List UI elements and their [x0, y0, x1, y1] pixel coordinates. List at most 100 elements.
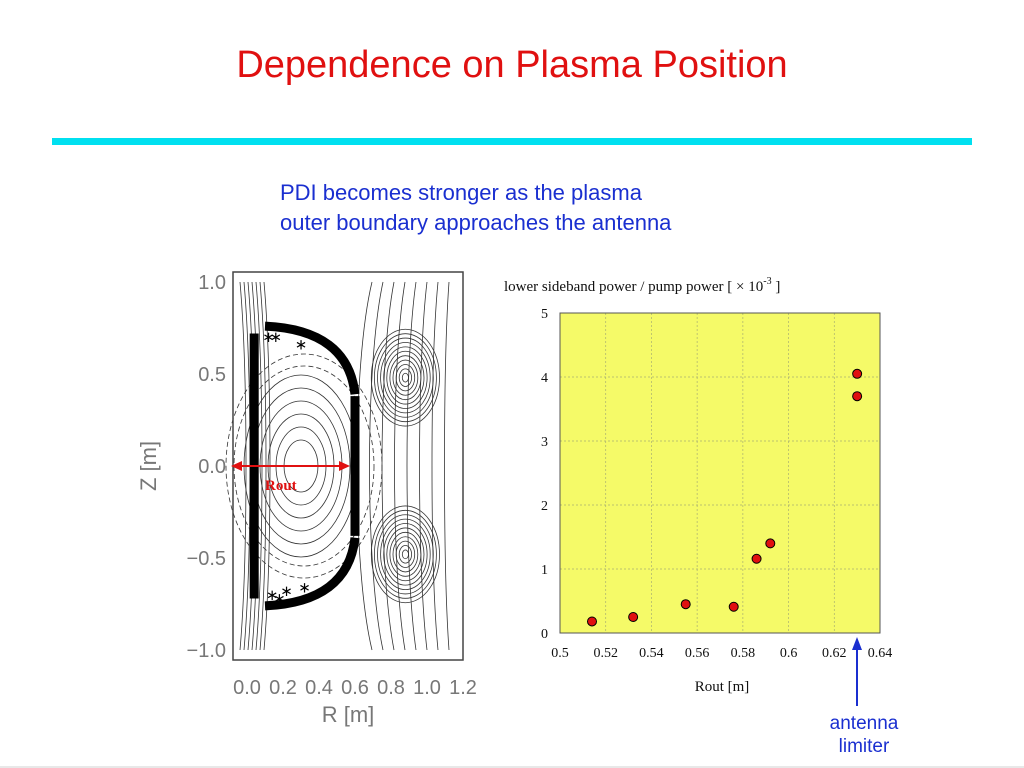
subtitle-line-1: PDI becomes stronger as the plasma	[280, 180, 642, 205]
equilibrium-xtick-label: 1.0	[413, 677, 441, 699]
data-point	[680, 599, 691, 610]
scatter-grid	[560, 313, 880, 633]
field-line	[394, 281, 406, 651]
scatter-plot-area	[560, 313, 880, 633]
scatter-ytick-label: 5	[541, 307, 548, 322]
star-marker: ∗	[349, 449, 362, 466]
scatter-title-exponent: -3	[763, 276, 771, 287]
star-marker: ∗	[298, 579, 311, 596]
equilibrium-axis-ticks: 0.0 0.2 0.4 0.6 0.8 1.0 1.2 1.0 0.5 0.0 −0.5 −1.0	[187, 272, 477, 699]
coil-contour	[380, 342, 431, 414]
lower-wall	[264, 537, 360, 611]
scatter-ticks: 0.5 0.52 0.54 0.56 0.58 0.6 0.62 0.64 0 1 2 3 4 5	[541, 307, 892, 661]
antenna-label: antenna	[830, 713, 899, 734]
coil-contour	[386, 350, 425, 405]
limiter-label: limiter	[839, 736, 890, 757]
coil-contour	[395, 540, 416, 568]
star-marker: ∗	[295, 337, 308, 354]
equilibrium-ytick-label: 0.5	[198, 364, 226, 386]
star-marker: ∗	[280, 583, 293, 600]
equilibrium-xtick-label: 0.0	[233, 677, 261, 699]
star-marker: ∗	[349, 473, 362, 490]
coil-contour	[395, 364, 416, 392]
scatter-ytick-label: 0	[541, 627, 548, 642]
equilibrium-ytick-label: −0.5	[187, 548, 226, 570]
coil-contour	[383, 346, 428, 409]
equilibrium-xlabel: R [m]	[322, 702, 375, 727]
equilibrium-xtick-label: 0.4	[305, 677, 333, 699]
scatter-ytick-label: 1	[541, 563, 548, 578]
scatter-xtick-label: 0.58	[731, 646, 756, 661]
rout-arrowhead-left	[231, 461, 242, 471]
star-marker: ∗	[270, 329, 283, 346]
coil-contour	[373, 333, 437, 423]
coil-contour	[377, 514, 434, 595]
upper-wall	[264, 321, 360, 395]
data-point	[587, 616, 597, 627]
field-line	[381, 281, 395, 651]
rout-label: Rout	[265, 478, 297, 494]
scatter-ytick-label: 4	[541, 371, 548, 386]
coil-contour	[398, 368, 412, 387]
subtitle-line-2: outer boundary approaches the antenna	[280, 210, 672, 235]
scatter-title-text: lower sideband power / pump power [ × 10	[504, 279, 763, 295]
scatter-xlabel: Rout [m]	[695, 679, 750, 695]
field-line	[444, 281, 450, 651]
scatter-points	[587, 368, 863, 627]
star-marker: ∗	[273, 590, 286, 607]
coil-contour	[392, 359, 419, 396]
equilibrium-ytick-label: −1.0	[187, 640, 226, 662]
coil-contour	[389, 355, 422, 401]
rout-arrowhead-right	[339, 461, 350, 471]
scatter-xtick-label: 0.6	[780, 646, 798, 661]
field-line	[406, 281, 417, 651]
data-point	[628, 612, 639, 622]
coil-contour	[383, 523, 428, 586]
scatter-xtick-label: 0.56	[685, 646, 710, 661]
equilibrium-xtick-label: 0.6	[341, 677, 369, 699]
data-point	[751, 553, 762, 564]
field-line	[419, 281, 428, 651]
equilibrium-xtick-label: 1.2	[449, 677, 477, 699]
equilibrium-ytick-label: 1.0	[198, 272, 226, 294]
title-divider	[52, 138, 972, 145]
scatter-xtick-label: 0.54	[639, 646, 664, 661]
data-point	[852, 368, 863, 379]
footer-line	[0, 766, 1024, 768]
coil-contour	[401, 549, 409, 560]
scatter-ytick-label: 3	[541, 435, 548, 450]
coil-contour	[370, 328, 440, 427]
scatter-xtick-label: 0.5	[551, 646, 569, 661]
coil-contour	[401, 372, 409, 383]
star-marker: ∗	[262, 329, 275, 346]
scatter-xtick-label: 0.52	[593, 646, 618, 661]
equilibrium-xtick-label: 0.2	[269, 677, 297, 699]
slide-title: Dependence on Plasma Position	[236, 44, 788, 86]
coil-contour	[377, 337, 434, 418]
scatter-xtick-label: 0.64	[868, 646, 893, 661]
coil-contour	[392, 536, 419, 573]
scatter-title: lower sideband power / pump power [ × 10…	[504, 276, 780, 295]
equilibrium-xtick-label: 0.8	[377, 677, 405, 699]
equilibrium-ylabel: Z [m]	[136, 441, 161, 491]
coil-contour	[370, 505, 440, 604]
coil-contour	[386, 527, 425, 582]
field-line	[431, 281, 439, 651]
slide-subtitle: PDI becomes stronger as the plasma outer…	[280, 178, 671, 238]
data-point	[765, 538, 776, 549]
coil-contour	[398, 545, 412, 564]
data-point	[728, 601, 739, 612]
scatter-title-close: ]	[772, 279, 781, 295]
scatter-ytick-label: 2	[541, 499, 548, 514]
scatter-xtick-label: 0.62	[822, 646, 847, 661]
coil-contour	[373, 509, 437, 599]
star-marker: ∗	[349, 425, 362, 442]
antenna-limiter-arrowhead	[852, 637, 862, 650]
data-point	[852, 391, 863, 402]
field-line	[369, 281, 384, 651]
coil-contour	[380, 518, 431, 590]
coil-contour	[389, 531, 422, 577]
star-marker: ∗	[266, 587, 279, 604]
